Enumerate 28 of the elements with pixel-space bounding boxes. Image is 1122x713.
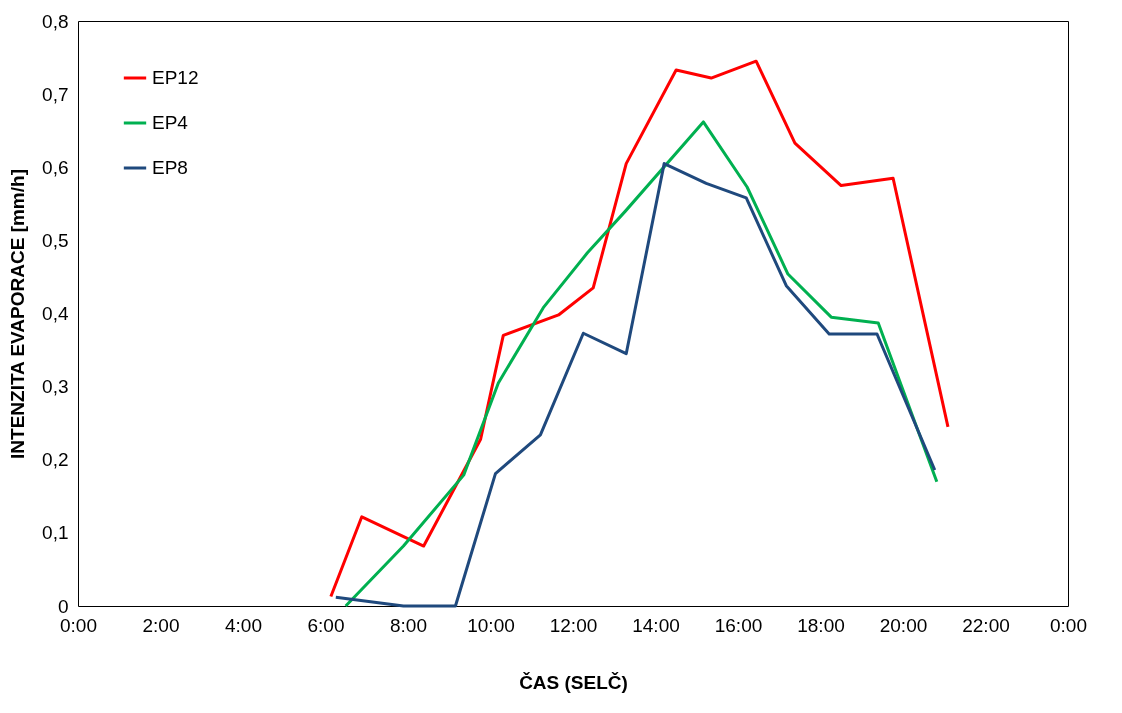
y-tick-label: 0,7 (42, 83, 69, 105)
x-tick-label: 22:00 (962, 614, 1010, 636)
y-tick-label: 0,3 (42, 376, 69, 398)
x-tick-label: 6:00 (307, 614, 345, 636)
x-tick-label: 0:00 (1050, 614, 1087, 636)
line-series (329, 59, 950, 598)
legend-label: EP8 (152, 157, 188, 178)
y-tick-label: 0,8 (42, 10, 69, 32)
y-tick-label: 0,2 (42, 449, 69, 471)
y-axis-title: INTENZITA EVAPORACE [mm/h] (7, 169, 29, 459)
y-tick-label: 0,1 (42, 522, 69, 544)
x-tick-label: 16:00 (714, 614, 763, 636)
x-tick-label: 4:00 (225, 614, 262, 636)
x-tick-label: 12:00 (549, 614, 598, 636)
legend-label: EP12 (152, 67, 199, 88)
x-tick-label: 2:00 (142, 614, 180, 636)
y-tick-label: 0,5 (42, 229, 69, 251)
x-axis-title: ČAS (SELČ) (519, 671, 628, 693)
x-tick-label: 14:00 (632, 614, 680, 636)
y-tick-label: 0,6 (42, 156, 69, 178)
x-tick-label: 18:00 (797, 614, 845, 636)
x-tick-label: 8:00 (390, 614, 427, 636)
x-tick-label: 10:00 (467, 614, 515, 636)
x-tick-label: 20:00 (879, 614, 928, 636)
y-tick-label: 0 (57, 595, 69, 617)
y-tick-label: 0,4 (42, 303, 69, 324)
legend-label: EP4 (152, 112, 189, 133)
x-tick-label: 0:00 (60, 614, 97, 636)
